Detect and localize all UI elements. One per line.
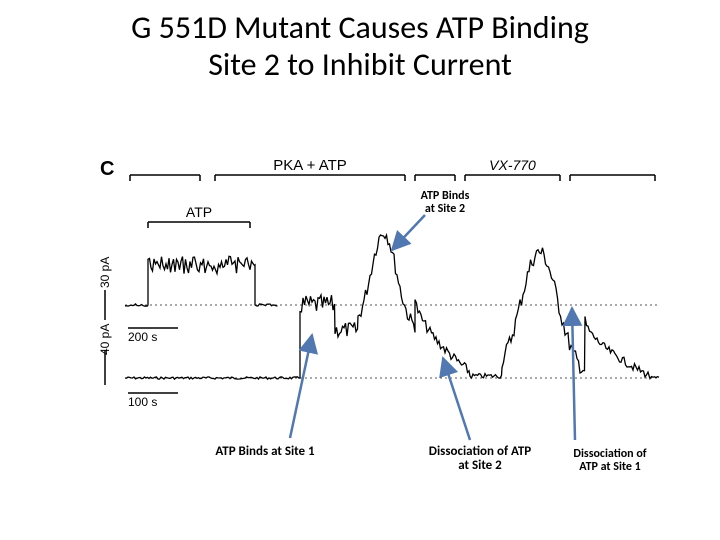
annot-dissoc2-l1: Dissociation of ATP [429,444,531,459]
arrow-dissoc-site2 [443,358,470,440]
annot-atp-binds-site2: ATP Binds at Site 2 [400,190,490,216]
annot-dissoc2-l2: at Site 2 [458,458,502,473]
arrow-atp-site2 [392,215,425,250]
annot-dissoc1-l1: Dissociation of [573,447,646,461]
slide: G 551D Mutant Causes ATP Binding Site 2 … [0,0,720,540]
annot-dissoc1-l2: ATP at Site 1 [579,460,641,474]
annot-atp-site2-l1: ATP Binds [421,189,470,203]
annot-dissoc-site2: Dissociation of ATP at Site 2 [400,445,560,474]
arrow-atp-site1 [290,335,312,438]
annot-atp-site2-l2: at Site 2 [425,202,465,216]
annot-dissoc-site1: Dissociation of ATP at Site 1 [545,448,675,474]
arrow-dissoc-site1 [572,308,575,440]
annot-atp-site1-text: ATP Binds at Site 1 [215,444,314,459]
annot-atp-binds-site1: ATP Binds at Site 1 [185,445,345,459]
